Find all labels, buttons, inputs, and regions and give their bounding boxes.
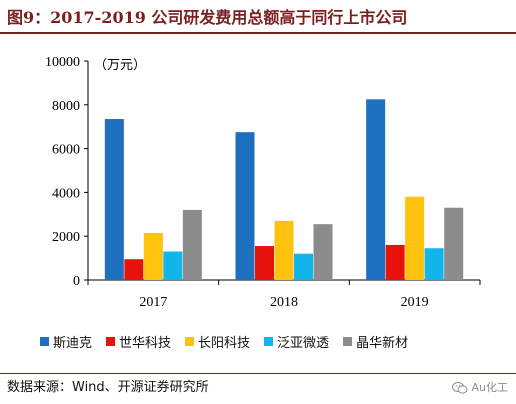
legend-swatch: [185, 336, 195, 346]
bar: [366, 99, 386, 280]
legend-item: 晶华新材: [343, 332, 408, 351]
bar: [294, 253, 313, 280]
bar: [235, 132, 255, 280]
bar: [385, 244, 405, 280]
bar: [255, 246, 274, 280]
legend-label: 泛亚微透: [277, 335, 330, 351]
legend-label: 斯迪克: [53, 335, 93, 351]
legend-swatch: [106, 336, 116, 346]
source-note: 数据来源：Wind、开源证券研究所: [7, 380, 209, 395]
watermark-text: Au化工: [471, 381, 509, 394]
x-tick-label: 2018: [270, 295, 298, 310]
chart-title: 图9：2017-2019 公司研发费用总额高于同行上市公司: [7, 8, 408, 27]
y-tick-label: 6000: [52, 143, 80, 158]
y-tick-label: 8000: [52, 99, 80, 114]
legend-label: 晶华新材: [356, 335, 409, 351]
bar: [405, 196, 425, 280]
footer-divider: [0, 373, 516, 374]
x-tick-label: 2019: [401, 295, 429, 310]
bar: [444, 207, 464, 280]
bar: [313, 224, 333, 280]
y-tick-label: 0: [73, 274, 80, 289]
y-tick-label: 10000: [45, 55, 80, 70]
bar: [182, 209, 202, 280]
bar-chart: 0 2000 4000 6000 8000 10000 （万元） 2017 2018 2019: [45, 55, 481, 310]
legend-item: 长阳科技: [185, 332, 250, 351]
legend-item: 泛亚微透: [264, 332, 329, 351]
legend-label: 世华科技: [119, 335, 172, 351]
legend-item: 斯迪克: [40, 332, 92, 351]
bar: [104, 119, 124, 280]
bar: [124, 259, 144, 280]
legend-item: 世华科技: [106, 332, 171, 351]
y-unit-label: （万元）: [94, 58, 146, 73]
bar: [163, 251, 183, 280]
legend-swatch: [264, 336, 274, 346]
watermark: Au化工: [451, 378, 509, 398]
bar: [424, 248, 444, 280]
x-tick-label: 2017: [139, 295, 167, 310]
title-divider: [0, 32, 516, 34]
bar: [274, 220, 294, 280]
wechat-icon: [451, 382, 467, 394]
legend-swatch: [40, 336, 49, 346]
y-tick-label: 2000: [52, 230, 80, 245]
y-tick-label: 4000: [52, 186, 80, 201]
legend-label: 长阳科技: [198, 335, 251, 351]
bar: [143, 232, 163, 280]
legend-swatch: [343, 336, 353, 346]
chart-legend: 斯迪克 世华科技 长阳科技 泛亚微透 晶华新材: [40, 332, 510, 351]
